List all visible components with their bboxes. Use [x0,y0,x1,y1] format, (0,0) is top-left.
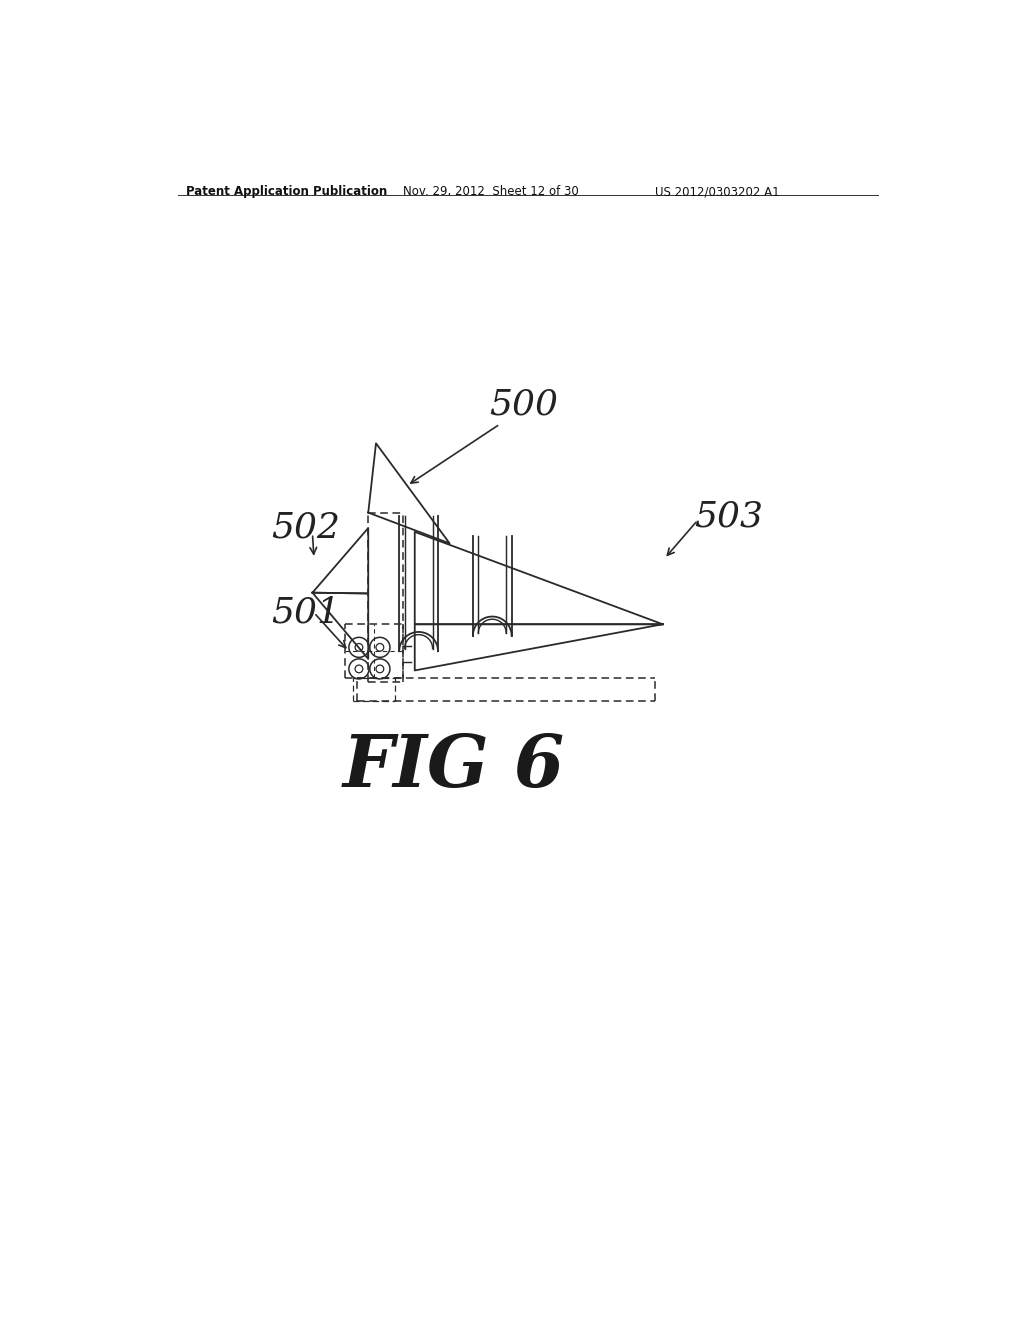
Text: 502: 502 [271,511,340,545]
Text: 503: 503 [693,499,763,533]
Text: US 2012/0303202 A1: US 2012/0303202 A1 [655,185,779,198]
Text: FIG 6: FIG 6 [342,731,564,803]
Text: Patent Application Publication: Patent Application Publication [186,185,387,198]
Text: 500: 500 [488,388,558,422]
Text: 501: 501 [271,595,340,630]
Text: Nov. 29, 2012  Sheet 12 of 30: Nov. 29, 2012 Sheet 12 of 30 [403,185,579,198]
